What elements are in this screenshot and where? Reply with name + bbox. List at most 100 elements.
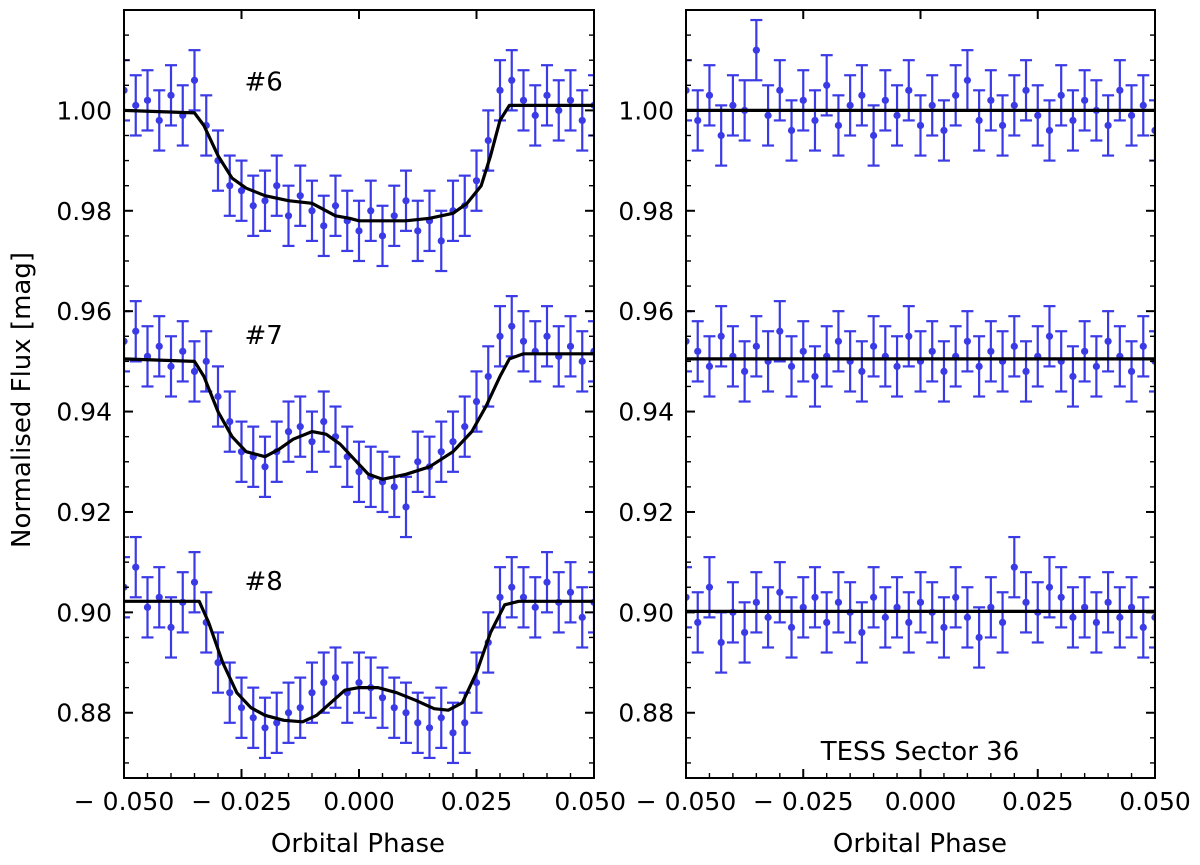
curve-label: #8 [245, 567, 283, 597]
right-panel: − 0.050 − 0.025 0.000 0.025 0.050 0.88 0.90 0.9… [618, 9, 1191, 816]
y-tick-label: 0.92 [618, 498, 674, 527]
data-point [320, 222, 328, 230]
data-point [694, 618, 702, 626]
data-point [881, 613, 889, 621]
x-axis-label-left: Orbital Phase [271, 829, 445, 859]
data-point [811, 593, 819, 601]
data-point [787, 623, 796, 632]
data-point [167, 362, 175, 370]
data-point [284, 428, 293, 436]
data-point [132, 101, 140, 109]
data-point [508, 76, 516, 84]
data-point [566, 342, 575, 350]
data-point [1010, 101, 1018, 109]
y-tick-label: 0.94 [56, 398, 112, 427]
data-point [284, 709, 293, 717]
error-bar [588, 571, 594, 634]
y-tick-label: 0.98 [56, 197, 112, 226]
data-point [296, 704, 304, 712]
data-point [179, 347, 187, 355]
data-point [905, 86, 913, 94]
y-tick-label: 0.88 [56, 699, 112, 728]
data-point [496, 86, 504, 94]
data-point [496, 332, 504, 340]
data-point [870, 593, 878, 601]
data-point [261, 463, 269, 471]
y-tick-label: 0.90 [618, 598, 674, 627]
data-point [320, 418, 328, 426]
data-point [1069, 116, 1077, 125]
data-point [905, 618, 913, 626]
y-tick-label: 0.88 [618, 699, 674, 728]
data-point [1104, 337, 1112, 345]
data-point [799, 347, 807, 355]
panel-annotation: TESS Sector 36 [820, 737, 1020, 767]
data-point [555, 106, 563, 114]
data-point [1127, 367, 1136, 376]
data-point [261, 197, 269, 205]
data-point [998, 618, 1007, 626]
data-point [202, 357, 210, 365]
data-point [472, 397, 481, 406]
data-point [355, 679, 363, 687]
data-point [1116, 86, 1124, 94]
data-point [717, 332, 725, 340]
data-point [799, 603, 807, 611]
data-point [1022, 598, 1030, 606]
data-point [834, 121, 843, 130]
data-point [519, 337, 528, 345]
data-point [987, 603, 995, 611]
data-point [226, 689, 234, 697]
data-point [694, 347, 702, 355]
data-point [1069, 613, 1077, 621]
x-tick-label: − 0.050 [74, 787, 174, 816]
data-point [190, 578, 199, 586]
data-point [893, 603, 901, 611]
data-point [508, 583, 516, 591]
data-point [190, 76, 199, 84]
data-point [143, 96, 152, 104]
data-point [776, 588, 784, 596]
x-tick-label: 0.050 [1119, 787, 1191, 816]
data-point [390, 704, 398, 712]
data-point [1127, 111, 1136, 120]
data-point [402, 709, 410, 717]
data-point [249, 202, 257, 210]
data-point [858, 91, 866, 99]
data-point [787, 126, 796, 135]
data-point [963, 613, 972, 621]
data-point [308, 438, 316, 446]
data-point [1081, 603, 1089, 611]
data-point [752, 342, 760, 350]
error-bar [124, 556, 130, 619]
x-tick-label: 0.050 [554, 787, 626, 816]
data-point [1010, 342, 1018, 350]
y-tick-label: 0.94 [618, 398, 674, 427]
data-point [449, 729, 457, 737]
data-point [155, 342, 163, 350]
error-bar [588, 320, 594, 383]
data-point [834, 337, 843, 345]
data-point [1022, 367, 1030, 376]
data-point [578, 613, 586, 621]
data-point [1092, 362, 1100, 370]
data-point [916, 121, 925, 130]
data-point [1069, 372, 1077, 381]
series-left-2 [124, 535, 594, 765]
model-curve [124, 352, 594, 481]
data-point [858, 367, 866, 376]
data-point [963, 76, 972, 84]
data-point [1092, 618, 1100, 626]
data-point [752, 598, 760, 606]
x-axis-label-right: Orbital Phase [833, 829, 1007, 859]
data-point [1116, 613, 1124, 621]
data-point [296, 423, 304, 431]
data-point [1127, 603, 1136, 611]
data-point [484, 372, 492, 381]
data-point [320, 679, 328, 687]
data-point [1045, 126, 1054, 135]
data-point [893, 362, 901, 370]
data-point [472, 177, 481, 185]
x-tick-label: − 0.025 [753, 787, 853, 816]
data-point [963, 337, 972, 345]
